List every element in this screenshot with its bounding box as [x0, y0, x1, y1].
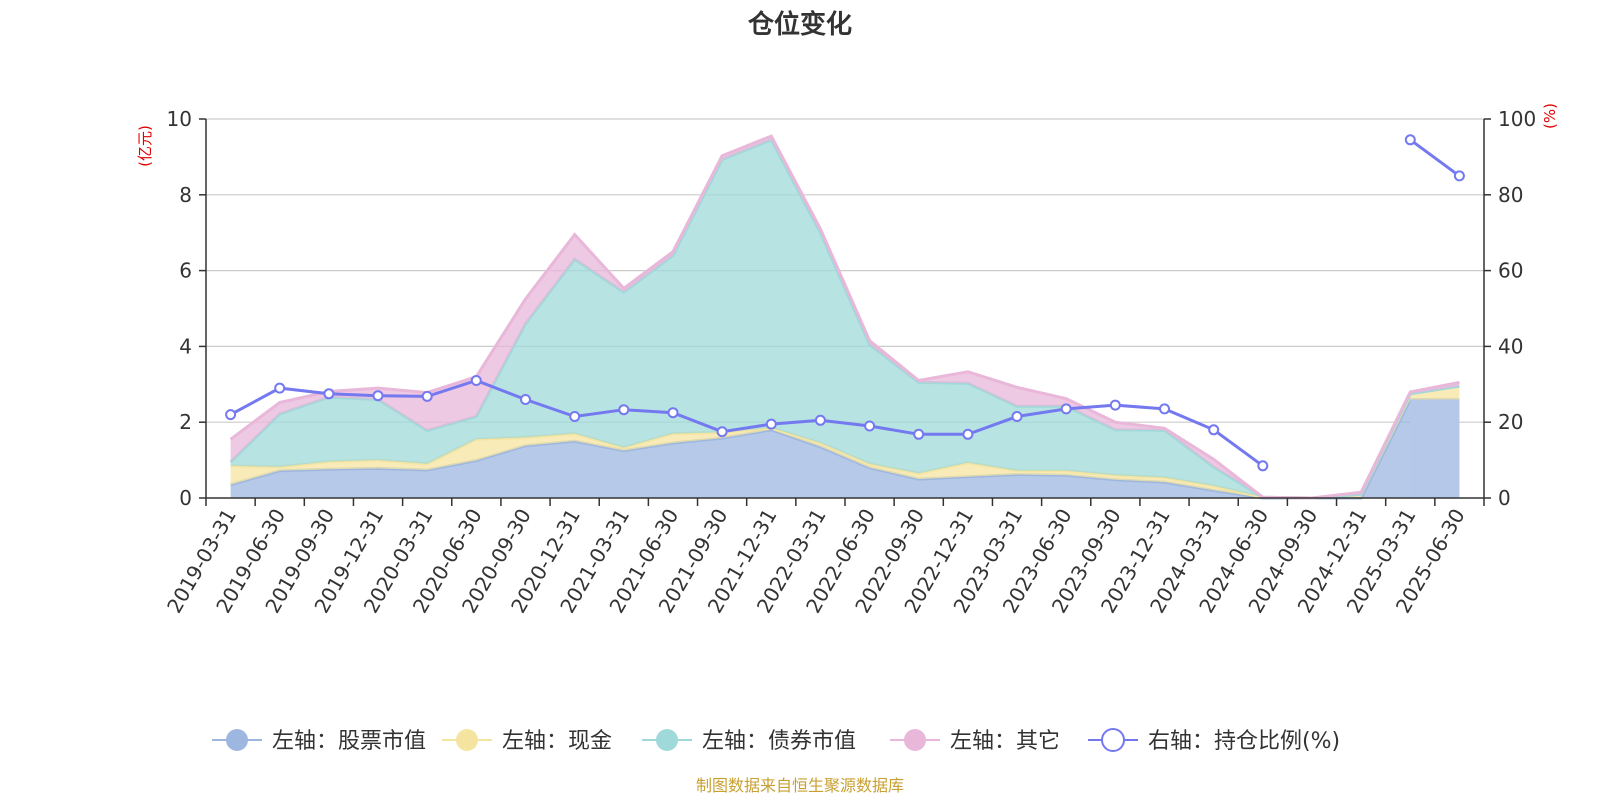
ratio-point: [274, 382, 286, 394]
chart-title: 仓位变化: [747, 9, 852, 40]
left-tick-label: 2: [179, 410, 192, 434]
right-tick-label: 100: [1498, 107, 1536, 131]
ratio-point: [569, 411, 581, 422]
stock-bar: [1434, 399, 1460, 498]
ratio-point: [323, 388, 335, 400]
left-tick-label: 6: [179, 259, 192, 283]
legend-label: 左轴：其它: [950, 729, 1060, 754]
ratio-point: [520, 394, 531, 405]
ratio-point: [225, 409, 237, 421]
ratio-line: [1409, 138, 1461, 178]
legend-label: 左轴：债券市值: [702, 729, 856, 754]
legend: 左轴：股票市值 左轴：现金 左轴：债券市值 左轴：其它 右轴：持仓比例(%): [212, 728, 1340, 754]
ratio-point: [618, 404, 630, 416]
right-tick-label: 0: [1498, 486, 1511, 510]
left-tick-label: 8: [179, 183, 192, 207]
right-tick-label: 20: [1498, 410, 1523, 434]
ratio-point: [814, 414, 826, 426]
right-tick-label: 60: [1498, 259, 1523, 283]
area-line-3: [229, 134, 1460, 500]
right-tick-label: 80: [1498, 183, 1523, 207]
ratio-line-group: [225, 134, 1465, 472]
area-1: [230, 386, 1460, 498]
left-tick-label: 10: [167, 107, 192, 131]
ratio-point: [1109, 399, 1121, 411]
ratio-point: [1208, 424, 1220, 436]
ratio-point: [864, 420, 876, 432]
left-tick-label: 0: [179, 486, 192, 510]
right-tick-label: 40: [1498, 334, 1523, 358]
ratio-point: [1011, 411, 1023, 422]
stock-bar: [1410, 399, 1435, 498]
legend-swatch-marker: [904, 729, 926, 751]
ratio-point: [421, 390, 433, 402]
stacked-areas: [229, 134, 1460, 500]
ratio-point: [1453, 170, 1465, 182]
left-tick-label: 4: [179, 334, 192, 358]
legend-swatch-marker: [1101, 728, 1125, 752]
source-note: 制图数据来自恒生聚源数据库: [696, 776, 904, 795]
ratio-point: [1159, 403, 1170, 415]
legend-label: 右轴：持仓比例(%): [1148, 729, 1340, 754]
left-axis-unit: (亿元): [136, 125, 154, 167]
ratio-point: [716, 426, 728, 438]
legend-label: 左轴：现金: [502, 729, 612, 754]
legend-swatch-marker: [456, 729, 478, 751]
legend-swatch-marker: [656, 729, 678, 751]
ratio-line: [229, 378, 1264, 468]
ratio-point: [913, 428, 925, 440]
area-2: [230, 139, 1460, 499]
ratio-point: [470, 375, 482, 386]
legend-swatch-marker: [226, 729, 248, 751]
ratio-point: [1060, 403, 1072, 415]
legend-label: 左轴：股票市值: [272, 729, 426, 754]
gridlines: [206, 118, 1484, 423]
stock-bars: [1410, 399, 1460, 498]
ratio-point: [1404, 134, 1416, 146]
ratio-point: [667, 407, 679, 419]
ratio-point: [962, 428, 974, 440]
ratio-point: [765, 418, 777, 430]
ratio-point: [1257, 460, 1269, 472]
ratio-point: [372, 390, 384, 402]
area-0: [230, 399, 1460, 498]
right-axis-unit: (%): [1541, 103, 1559, 129]
